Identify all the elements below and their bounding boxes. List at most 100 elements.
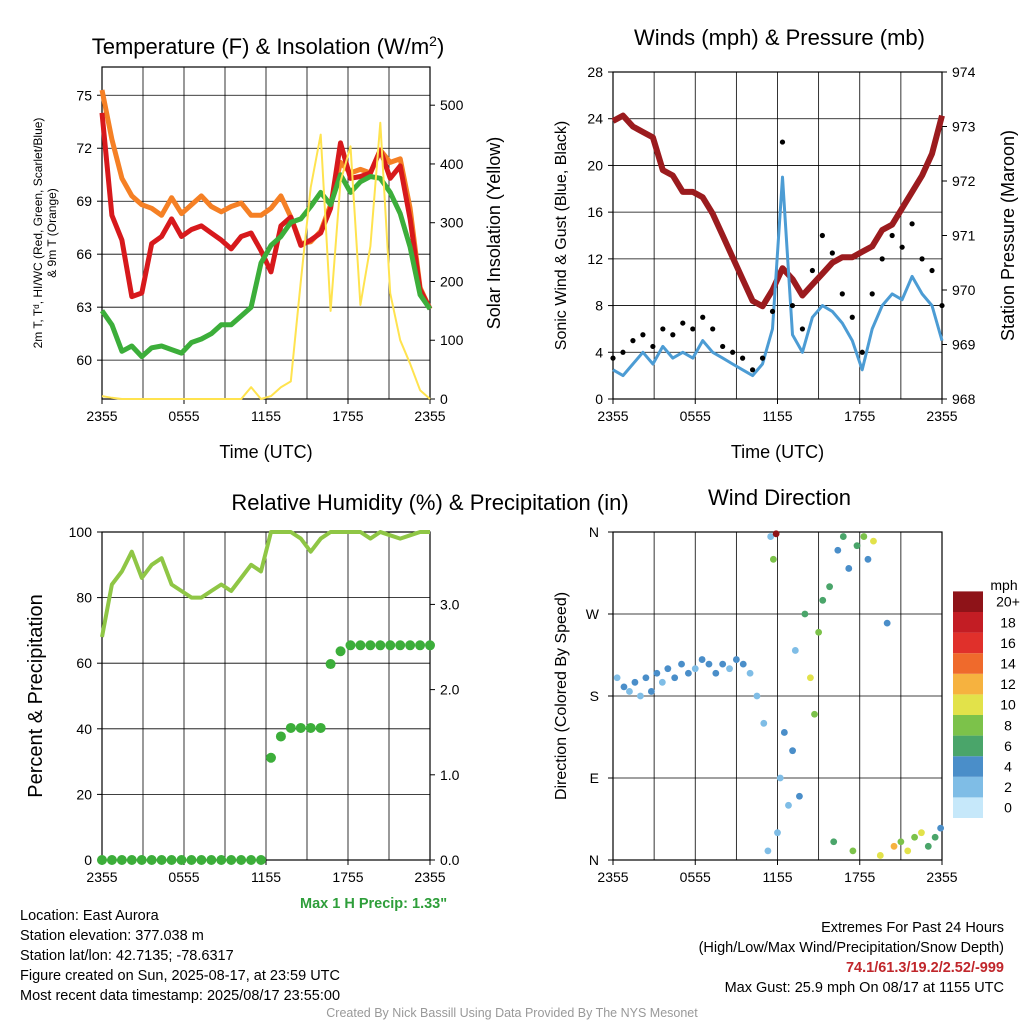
wind-y2label: Station Pressure (Maroon) <box>998 130 1018 341</box>
dir-point <box>853 542 861 550</box>
rh-ylabel: Percent & Precipitation <box>25 594 47 797</box>
extremes-panel: Extremes For Past 24 Hours (High/Low/Max… <box>584 918 1004 998</box>
wind-series-blue <box>612 175 944 378</box>
dir-point <box>664 665 672 673</box>
dir-point <box>830 838 838 846</box>
legend-label: 6 <box>1004 738 1012 754</box>
temp-series-red <box>99 112 433 311</box>
legend-swatch <box>953 735 983 757</box>
temp-y2tick-label: 200 <box>440 273 464 289</box>
wind-title: Winds (mph) & Pressure (mb) <box>634 25 925 50</box>
max-gust-text: Max Gust: 25.9 mph On 08/17 at 1155 UTC <box>724 980 1004 996</box>
extremes-values: 74.1/61.3/19.2/2.52/-999 <box>845 960 1004 976</box>
wind-y2tick-label: 972 <box>952 173 976 189</box>
dir-point <box>834 546 842 554</box>
dir-point <box>726 665 733 673</box>
legend-swatch <box>953 591 983 612</box>
rh-precip-point <box>246 855 257 865</box>
dir-point <box>811 710 818 718</box>
wind-gust-point <box>939 302 945 309</box>
legend-swatch <box>953 756 983 777</box>
temp-ytick-label: 60 <box>76 352 92 368</box>
dir-point <box>613 674 621 682</box>
temp-ylabel-2: & 9m T (Orange) <box>45 188 59 278</box>
dir-point <box>684 669 692 677</box>
dir-point <box>671 674 679 682</box>
temp-panel <box>101 66 431 404</box>
dir-point <box>860 533 868 540</box>
wind-gust-point <box>839 291 845 297</box>
wind-gust-point <box>809 267 815 274</box>
dir-point <box>767 533 775 540</box>
latlon-text: Station lat/lon: 42.7135; -78.6317 <box>20 948 234 964</box>
wind-gust-point <box>610 355 616 361</box>
dir-point <box>658 678 666 686</box>
temp-xtick-label: 0555 <box>168 408 199 424</box>
dir-point <box>772 530 780 538</box>
temp-xtick-label: 1755 <box>332 408 363 424</box>
rh-ytick-label: 0 <box>84 852 92 868</box>
temp-ytick-label: 72 <box>76 140 92 156</box>
elevation-text: Station elevation: 377.038 m <box>20 928 204 944</box>
credit-text: Created By Nick Bassill Using Data Provi… <box>326 1006 698 1020</box>
temp-y2tick-label: 0 <box>440 391 448 407</box>
legend-swatch <box>953 694 983 715</box>
rh-xtick-label: 1755 <box>332 869 363 885</box>
wind-gust-point <box>769 308 776 315</box>
rh-y2tick-label: 0.0 <box>440 852 460 868</box>
dir-point <box>826 583 833 591</box>
dir-ytick-label: S <box>590 688 599 704</box>
temp-ylabel: 2m T, Tᵈ, HI/WC (Red, Green, Scarlet/Blu… <box>31 118 45 349</box>
wind-gust-point <box>829 250 835 256</box>
rh-title: Relative Humidity (%) & Precipitation (i… <box>231 490 628 515</box>
dir-point <box>807 674 814 682</box>
rh-precip-point <box>395 640 406 651</box>
dir-point <box>789 747 796 755</box>
rh-precip-point <box>216 855 227 865</box>
wind-y2tick-label: 968 <box>952 391 976 407</box>
wind-xlabel: Time (UTC) <box>731 442 824 462</box>
dir-point <box>924 842 932 850</box>
rh-xtick-label: 1155 <box>251 869 281 885</box>
rh-ytick-label: 20 <box>76 786 92 802</box>
legend-swatch <box>953 612 983 633</box>
rh-precip-point <box>375 640 386 651</box>
legend-label: 14 <box>1000 656 1016 672</box>
temp-series-yellow <box>101 121 431 400</box>
dir-point <box>785 801 792 809</box>
rh-precip-point <box>136 855 147 865</box>
wind-gust-point <box>720 343 726 350</box>
wind-gust-point <box>640 332 646 338</box>
dir-xtick-label: 0555 <box>680 869 711 885</box>
dir-point <box>839 533 847 540</box>
rh-ytick-label: 100 <box>69 524 93 540</box>
dir-point <box>897 838 905 846</box>
rh-precip-point <box>315 722 326 733</box>
dir-point <box>691 665 699 673</box>
wind-gust-point <box>869 291 875 297</box>
wind-xtick-label: 1755 <box>844 408 875 424</box>
dir-point <box>774 829 781 837</box>
rh-precip-point <box>126 855 137 865</box>
dir-panel <box>612 531 943 865</box>
rh-precip-point <box>345 640 356 651</box>
legend-swatch <box>953 632 983 654</box>
rh-precip-point <box>206 855 217 865</box>
rh-precip-point <box>285 722 296 733</box>
wind-y2tick-label: 974 <box>952 64 976 80</box>
wind-ytick-label: 20 <box>587 157 603 173</box>
wind-gust-point <box>799 326 806 332</box>
wind-ytick-label: 0 <box>595 391 603 407</box>
rh-precip-point <box>425 640 435 651</box>
wind-gust-point <box>919 256 925 262</box>
temp-ytick-label: 69 <box>76 193 92 209</box>
temp-ytick-label: 66 <box>76 246 92 262</box>
location-text: Location: East Aurora <box>20 908 159 924</box>
dir-point <box>732 656 740 663</box>
dir-point <box>796 792 803 800</box>
dir-point <box>849 847 857 855</box>
dir-title: Wind Direction <box>708 485 851 510</box>
rh-precip-point <box>415 640 426 651</box>
legend-title: mph <box>990 577 1017 593</box>
dir-point <box>712 669 720 677</box>
